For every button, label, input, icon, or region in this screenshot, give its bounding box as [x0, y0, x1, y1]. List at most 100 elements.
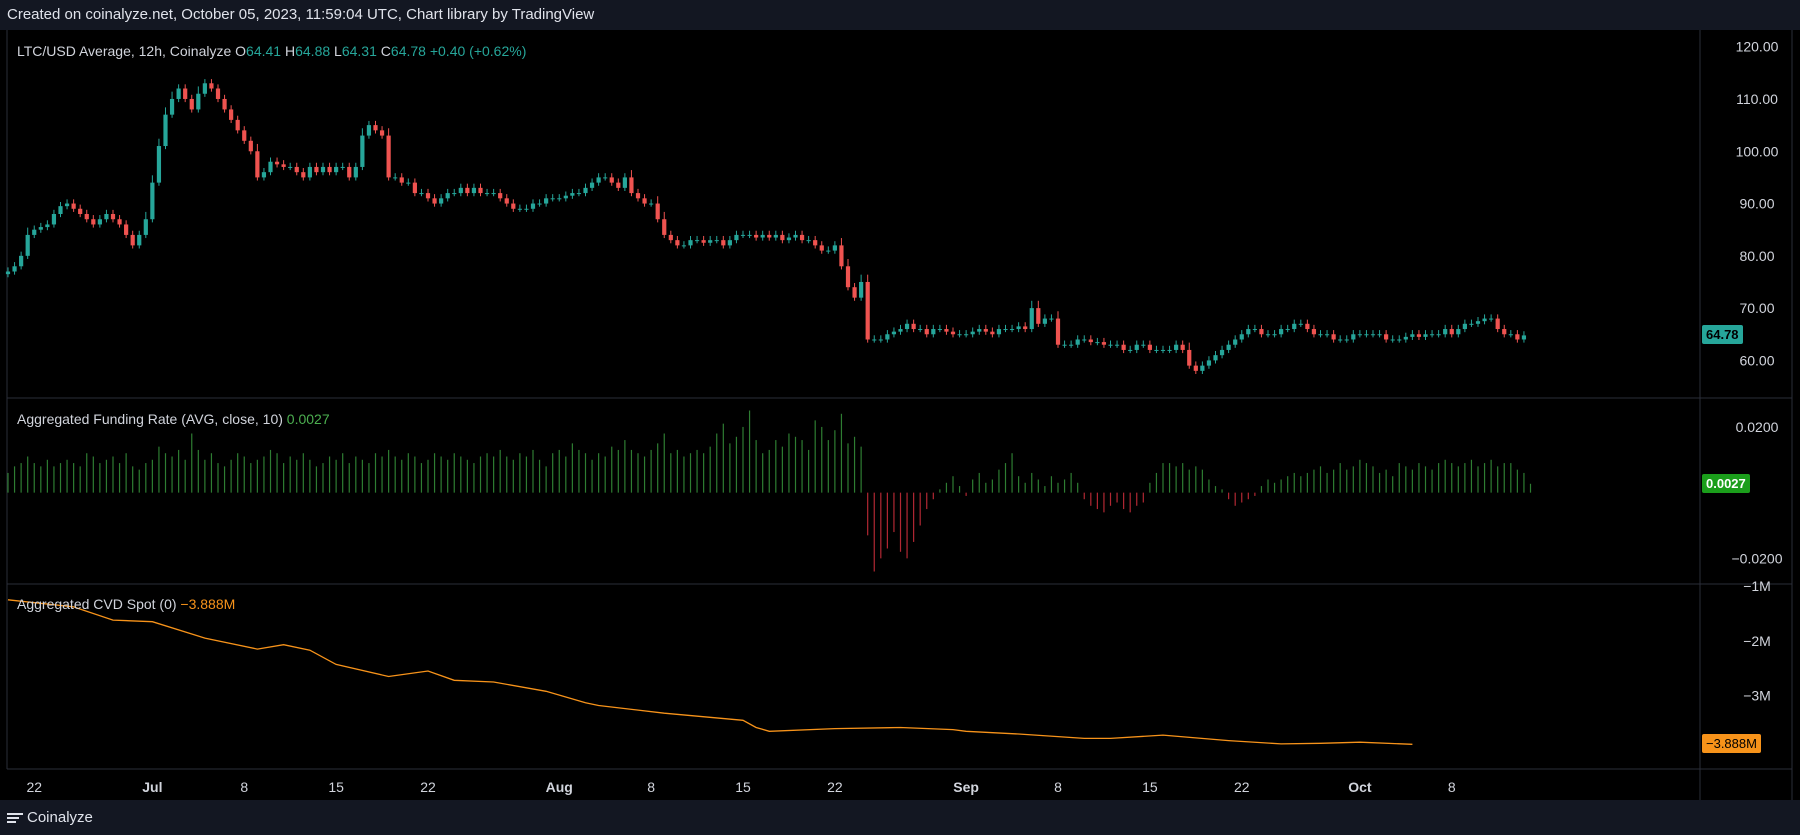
- price-legend-low-label: L: [334, 43, 342, 59]
- candle: [465, 183, 470, 197]
- candle: [209, 79, 214, 92]
- candle-body: [340, 166, 345, 168]
- candle-body: [1462, 323, 1467, 330]
- candle: [852, 283, 857, 301]
- candle: [537, 199, 542, 207]
- candle-body: [71, 203, 76, 209]
- candle-body: [1390, 339, 1395, 341]
- candle-body: [1180, 344, 1185, 350]
- candle-body: [832, 245, 837, 251]
- candle: [1377, 330, 1382, 338]
- cvd-line: [7, 599, 1413, 745]
- funding-axis-tick: 0.0200: [1736, 419, 1779, 435]
- candle-body: [767, 234, 772, 238]
- candle: [1384, 330, 1389, 343]
- candle-body: [688, 240, 693, 246]
- candle: [924, 324, 929, 338]
- candle: [563, 191, 568, 202]
- candle: [1292, 319, 1297, 333]
- time-axis-tick: 15: [1142, 779, 1158, 795]
- candle: [727, 235, 732, 249]
- candle: [1279, 324, 1284, 338]
- candle-body: [675, 240, 680, 246]
- cvd-legend: Aggregated CVD Spot (0) −3.888M: [17, 596, 235, 612]
- brand[interactable]: Coinalyze: [7, 809, 93, 826]
- candle-body: [839, 245, 844, 267]
- candle-body: [176, 88, 181, 99]
- candle-body: [734, 234, 739, 241]
- candle-body: [1475, 321, 1481, 324]
- time-axis-ticks: 22 Jul 8 15 22 Aug 8 15 22 Sep 8 15 22 Oct 8: [26, 779, 1455, 795]
- candle-body: [819, 245, 824, 251]
- candle: [1088, 335, 1093, 346]
- candle-body: [1167, 349, 1172, 351]
- candle: [511, 199, 516, 212]
- candle-body: [1298, 323, 1303, 325]
- candle-body: [1344, 339, 1349, 341]
- candle: [379, 126, 385, 139]
- candle-body: [1521, 335, 1527, 340]
- price-legend-high-label: H: [284, 43, 296, 59]
- candle-body: [445, 193, 450, 199]
- candle-body: [740, 234, 746, 236]
- candle-body: [977, 329, 982, 332]
- candle-body: [563, 195, 568, 199]
- candle-body: [1219, 349, 1225, 356]
- candle-body: [931, 329, 936, 335]
- candle-body: [1429, 334, 1435, 336]
- candle-body: [708, 240, 713, 243]
- chart-svg: 60.00 70.00 80.00 90.00 100.00 110.00 120.00 0…: [5, 30, 1793, 800]
- candle: [117, 215, 122, 228]
- candle-body: [235, 119, 240, 131]
- candle: [708, 235, 713, 246]
- candle: [1351, 330, 1356, 343]
- candle-body: [885, 334, 890, 340]
- candle: [38, 222, 43, 233]
- candle-body: [1443, 329, 1448, 335]
- candle-body: [334, 166, 339, 173]
- candle-body: [996, 329, 1002, 335]
- candle: [845, 258, 851, 291]
- candle-body: [990, 331, 995, 335]
- candle-body: [701, 240, 706, 243]
- candle: [1423, 330, 1428, 341]
- candle: [1272, 330, 1277, 338]
- candle-body: [668, 234, 673, 241]
- time-axis-tick: 22: [420, 779, 436, 795]
- candle: [281, 160, 286, 171]
- brand-label: Coinalyze: [27, 809, 93, 826]
- candle: [1055, 311, 1061, 348]
- price-axis-tick: 120.00: [1736, 39, 1779, 55]
- candle: [137, 230, 142, 249]
- candle-body: [1272, 334, 1277, 336]
- candle-body: [721, 240, 726, 246]
- candle: [1187, 342, 1192, 369]
- candle-body: [1009, 329, 1015, 331]
- candle: [268, 157, 273, 176]
- time-axis-tick: Jul: [142, 779, 162, 795]
- candle: [78, 204, 83, 218]
- candle: [1121, 340, 1126, 354]
- candle-body: [64, 203, 70, 207]
- candle-body: [635, 193, 641, 199]
- candle-body: [544, 198, 549, 204]
- candle-body: [1200, 365, 1205, 371]
- candle: [1016, 322, 1021, 333]
- candle: [1364, 330, 1369, 338]
- candle: [832, 241, 837, 254]
- candle: [1311, 324, 1317, 338]
- price-candles: [5, 79, 1527, 374]
- candle: [996, 324, 1002, 338]
- candle: [412, 178, 417, 197]
- candle: [1075, 335, 1080, 348]
- candle: [1285, 324, 1290, 333]
- candle: [1154, 345, 1159, 354]
- candle-body: [399, 177, 404, 183]
- candle-body: [163, 114, 168, 147]
- candle-body: [137, 234, 142, 246]
- candle: [819, 241, 824, 254]
- candle-body: [826, 250, 831, 252]
- candle: [1082, 335, 1087, 343]
- candle-body: [373, 125, 378, 131]
- candle-body: [143, 219, 148, 235]
